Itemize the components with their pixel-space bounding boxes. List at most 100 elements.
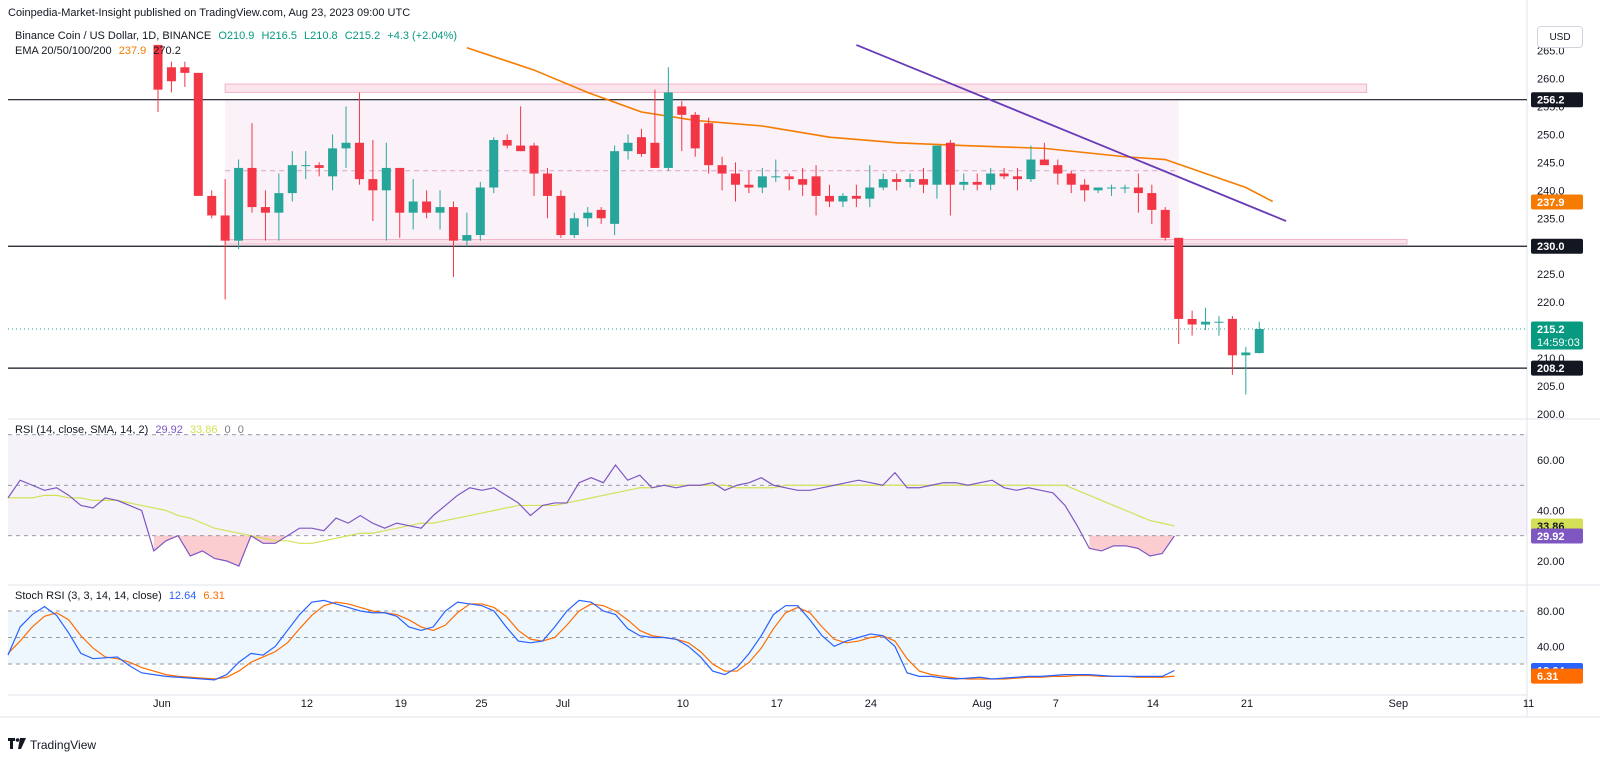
- candle[interactable]: [569, 212, 579, 238]
- candle[interactable]: [717, 156, 727, 191]
- candle[interactable]: [180, 61, 190, 87]
- candle[interactable]: [395, 167, 405, 238]
- rsi-line[interactable]: [7, 464, 1175, 567]
- candle[interactable]: [502, 134, 512, 149]
- candle[interactable]: [529, 142, 539, 196]
- candle[interactable]: [771, 159, 781, 182]
- candle[interactable]: [1187, 310, 1197, 336]
- candle[interactable]: [583, 207, 593, 227]
- candle[interactable]: [153, 44, 163, 113]
- candle[interactable]: [959, 173, 969, 191]
- candle[interactable]: [1160, 207, 1170, 241]
- candle[interactable]: [905, 173, 915, 188]
- candle[interactable]: [408, 179, 418, 230]
- price-pane[interactable]: [8, 44, 1527, 395]
- candle[interactable]: [892, 173, 902, 191]
- candle[interactable]: [1133, 173, 1143, 213]
- candle[interactable]: [1013, 167, 1023, 191]
- candle[interactable]: [274, 173, 284, 241]
- tradingview-brand[interactable]: TradingView: [8, 737, 96, 752]
- candle[interactable]: [1201, 307, 1211, 331]
- candle[interactable]: [556, 190, 566, 238]
- currency-button[interactable]: USD: [1537, 26, 1583, 48]
- candle[interactable]: [704, 117, 714, 174]
- candle[interactable]: [193, 72, 203, 196]
- candle[interactable]: [1241, 346, 1251, 395]
- candle[interactable]: [1107, 184, 1117, 196]
- stoch-k-line[interactable]: [7, 599, 1175, 681]
- candle[interactable]: [851, 184, 861, 208]
- candle[interactable]: [341, 106, 351, 168]
- candle[interactable]: [1093, 187, 1103, 194]
- candle[interactable]: [1066, 170, 1076, 194]
- candle[interactable]: [623, 134, 633, 160]
- candle[interactable]: [448, 201, 458, 277]
- candle[interactable]: [1026, 145, 1036, 182]
- stoch-d-line[interactable]: [7, 601, 1175, 680]
- candle[interactable]: [247, 123, 257, 213]
- candle[interactable]: [301, 151, 311, 180]
- candle[interactable]: [636, 128, 646, 157]
- candle[interactable]: [825, 184, 834, 208]
- candle[interactable]: [287, 151, 297, 202]
- candle[interactable]: [757, 167, 767, 194]
- candle[interactable]: [744, 170, 754, 194]
- candle[interactable]: [650, 89, 660, 168]
- candle[interactable]: [1039, 142, 1049, 166]
- candle[interactable]: [610, 145, 620, 236]
- stoch-rsi-pane[interactable]: [7, 599, 1527, 681]
- candle[interactable]: [730, 162, 740, 202]
- candle[interactable]: [354, 92, 364, 185]
- candle[interactable]: [865, 165, 875, 208]
- ema-label[interactable]: EMA 20/50/100/200: [15, 45, 112, 57]
- candle[interactable]: [1120, 184, 1130, 194]
- candle[interactable]: [1227, 316, 1237, 375]
- stoch-title[interactable]: Stoch RSI (3, 3, 14, 14, close): [15, 590, 162, 602]
- candle[interactable]: [945, 139, 955, 216]
- candle[interactable]: [462, 212, 472, 247]
- candle[interactable]: [260, 190, 270, 241]
- candle[interactable]: [475, 181, 485, 241]
- candle[interactable]: [1174, 237, 1184, 345]
- candle[interactable]: [381, 142, 391, 241]
- rsi-sma-line[interactable]: [8, 484, 1175, 544]
- candle[interactable]: [328, 134, 338, 191]
- candle[interactable]: [798, 167, 808, 196]
- candle[interactable]: [1214, 316, 1224, 336]
- candle[interactable]: [811, 165, 821, 216]
- candle[interactable]: [878, 173, 888, 191]
- candle[interactable]: [234, 159, 244, 250]
- candle[interactable]: [516, 106, 526, 152]
- rsi-pane[interactable]: [7, 434, 1527, 567]
- descending-trendline[interactable]: [856, 44, 1287, 222]
- candle[interactable]: [314, 162, 324, 177]
- candle[interactable]: [677, 100, 687, 152]
- ema-line[interactable]: [466, 46, 1274, 203]
- candle[interactable]: [972, 173, 982, 191]
- candle[interactable]: [838, 193, 848, 208]
- candle[interactable]: [596, 207, 606, 224]
- candle[interactable]: [220, 179, 230, 300]
- candle[interactable]: [166, 61, 176, 93]
- candle[interactable]: [784, 173, 794, 191]
- candle[interactable]: [919, 167, 929, 194]
- candle[interactable]: [489, 137, 499, 194]
- candle[interactable]: [207, 190, 217, 219]
- candle[interactable]: [1254, 321, 1264, 354]
- candle[interactable]: [435, 190, 445, 230]
- candle[interactable]: [422, 190, 432, 219]
- candle[interactable]: [1053, 159, 1063, 185]
- candle[interactable]: [999, 167, 1009, 180]
- candle[interactable]: [1080, 179, 1090, 202]
- candle[interactable]: [542, 167, 552, 219]
- candle[interactable]: [932, 145, 942, 199]
- candle[interactable]: [986, 167, 996, 191]
- candle-body: [1026, 159, 1036, 180]
- candle[interactable]: [368, 139, 378, 222]
- candle[interactable]: [1147, 184, 1157, 224]
- symbol-name[interactable]: Binance Coin / US Dollar, 1D, BINANCE: [15, 30, 212, 42]
- candle[interactable]: [690, 112, 700, 157]
- rsi-title[interactable]: RSI (14, close, SMA, 14, 2): [15, 424, 149, 436]
- candle[interactable]: [663, 67, 673, 171]
